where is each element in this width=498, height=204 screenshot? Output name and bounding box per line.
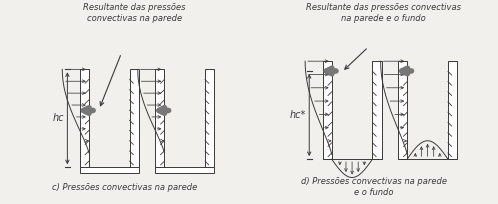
Text: hc: hc [53, 113, 64, 123]
Polygon shape [80, 69, 89, 167]
Polygon shape [398, 61, 407, 159]
Polygon shape [155, 69, 164, 167]
Polygon shape [373, 61, 381, 159]
Polygon shape [205, 69, 214, 167]
Polygon shape [80, 167, 139, 173]
Polygon shape [323, 61, 332, 159]
Polygon shape [155, 167, 214, 173]
Text: c) Pressões convectivas na parede: c) Pressões convectivas na parede [52, 183, 197, 192]
Polygon shape [448, 61, 457, 159]
Text: d) Pressões convectivas na parede
e o fundo: d) Pressões convectivas na parede e o fu… [300, 177, 447, 197]
Text: Resultante das pressões convectivas
na parede e o fundo: Resultante das pressões convectivas na p… [306, 3, 461, 23]
Text: Resultante das pressões
convectivas na parede: Resultante das pressões convectivas na p… [84, 3, 186, 23]
Text: hc*: hc* [290, 110, 306, 120]
Polygon shape [129, 69, 139, 167]
